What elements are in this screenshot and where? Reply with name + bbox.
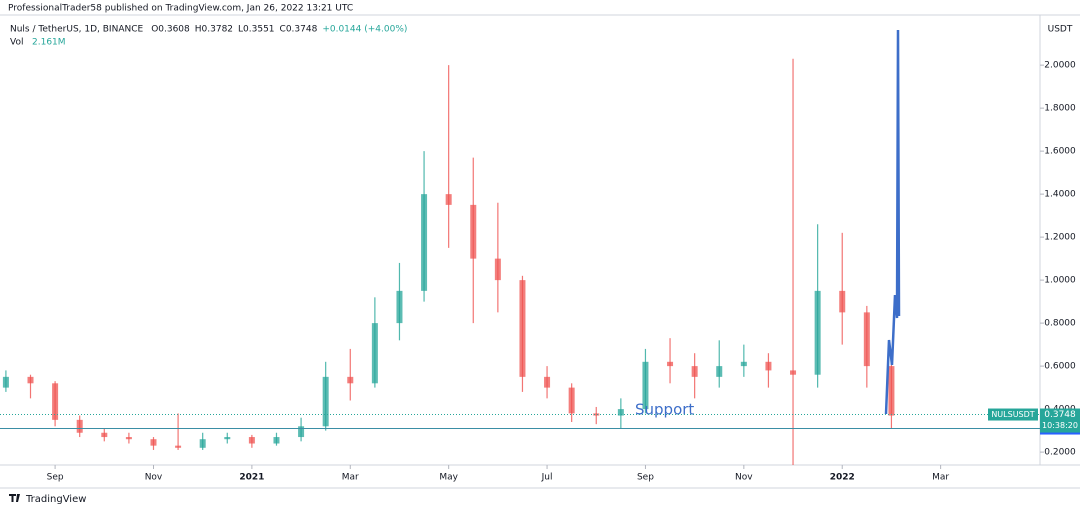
candle-body	[52, 383, 59, 420]
candle-body	[322, 376, 329, 427]
brand-logo	[9, 494, 20, 502]
candle-body	[544, 376, 551, 388]
last-price-label: 0.3748	[1044, 410, 1076, 420]
candle-body	[76, 419, 83, 433]
volume-label: Vol	[10, 38, 23, 48]
x-tick-label: 2022	[830, 473, 855, 483]
candle-body	[445, 194, 452, 205]
candle-body	[175, 445, 182, 448]
ohlc-legend-item: +0.0144 (+4.00%)	[322, 25, 407, 35]
x-tick-label: Sep	[47, 473, 64, 483]
candle-body	[593, 413, 600, 416]
y-tick-label: 0.6000	[1044, 362, 1076, 372]
candle-body	[396, 290, 403, 324]
symbol-title: Nuls / TetherUS, 1D, BINANCE	[10, 25, 143, 35]
x-tick-label: Nov	[735, 473, 753, 483]
ohlc-legend-item: H0.3782	[195, 25, 233, 35]
volume-value: 2.161M	[32, 38, 66, 48]
brand: TradingView	[25, 494, 86, 505]
published-line: ProfessionalTrader58 published on Tradin…	[8, 4, 353, 14]
candle-body	[691, 366, 698, 377]
y-tick-label: 1.4000	[1044, 190, 1076, 200]
countdown-label: 10:38:20	[1042, 421, 1078, 430]
candle-body	[863, 312, 870, 367]
candle-body	[667, 361, 674, 367]
candle-body	[617, 409, 624, 416]
y-tick-label: 1.2000	[1044, 233, 1076, 243]
candle-body	[224, 437, 231, 440]
currency-label: USDT	[1048, 25, 1073, 35]
x-tick-label: May	[439, 473, 458, 483]
candle-body	[839, 290, 846, 313]
candle-body	[740, 361, 747, 367]
y-tick-label: 1.0000	[1044, 276, 1076, 286]
x-tick-label: Sep	[637, 473, 654, 483]
candle-body	[494, 258, 501, 281]
candle-body	[888, 366, 895, 416]
ohlc-legend-item: L0.3551	[238, 25, 275, 35]
x-tick-label: Nov	[145, 473, 163, 483]
y-tick-label: 0.2000	[1044, 448, 1076, 458]
candle-body	[814, 290, 821, 375]
y-tick-label: 2.0000	[1044, 61, 1076, 71]
candle-body	[421, 194, 428, 291]
symbol-box	[988, 408, 1038, 421]
y-tick-label: 1.8000	[1044, 104, 1076, 114]
candle-body	[27, 376, 34, 384]
candle-body	[150, 439, 157, 446]
candle-body	[519, 280, 526, 377]
candle-body	[642, 361, 649, 410]
plot-area	[2, 58, 895, 465]
x-tick-label: Mar	[932, 473, 949, 483]
candle-body	[273, 437, 280, 444]
candle-body	[568, 387, 575, 414]
candle-body	[298, 426, 305, 438]
candle-body	[199, 439, 206, 448]
candle-body	[125, 437, 132, 440]
candle-body	[470, 204, 477, 259]
x-tick-label: Mar	[342, 473, 359, 483]
candle-body	[790, 370, 797, 375]
candle-body	[716, 366, 723, 377]
candle-body	[371, 323, 378, 384]
candle-body	[2, 376, 9, 388]
candle-body	[101, 432, 108, 438]
symbol-label: NULSUSDT	[991, 410, 1034, 419]
y-tick-label: 0.8000	[1044, 319, 1076, 329]
candle-body	[248, 437, 255, 444]
drawn-projection	[884, 29, 901, 415]
x-tick-label: Jul	[541, 473, 553, 483]
y-tick-label: 1.6000	[1044, 147, 1076, 157]
x-tick-label: 2021	[239, 473, 264, 483]
candle-body	[347, 376, 354, 384]
last-price-box	[1040, 408, 1080, 433]
ohlc-legend-item: O0.3608	[151, 25, 190, 35]
candle-body	[765, 361, 772, 371]
ohlc-legend-item: C0.3748	[280, 25, 318, 35]
support-label: Support	[635, 401, 694, 419]
